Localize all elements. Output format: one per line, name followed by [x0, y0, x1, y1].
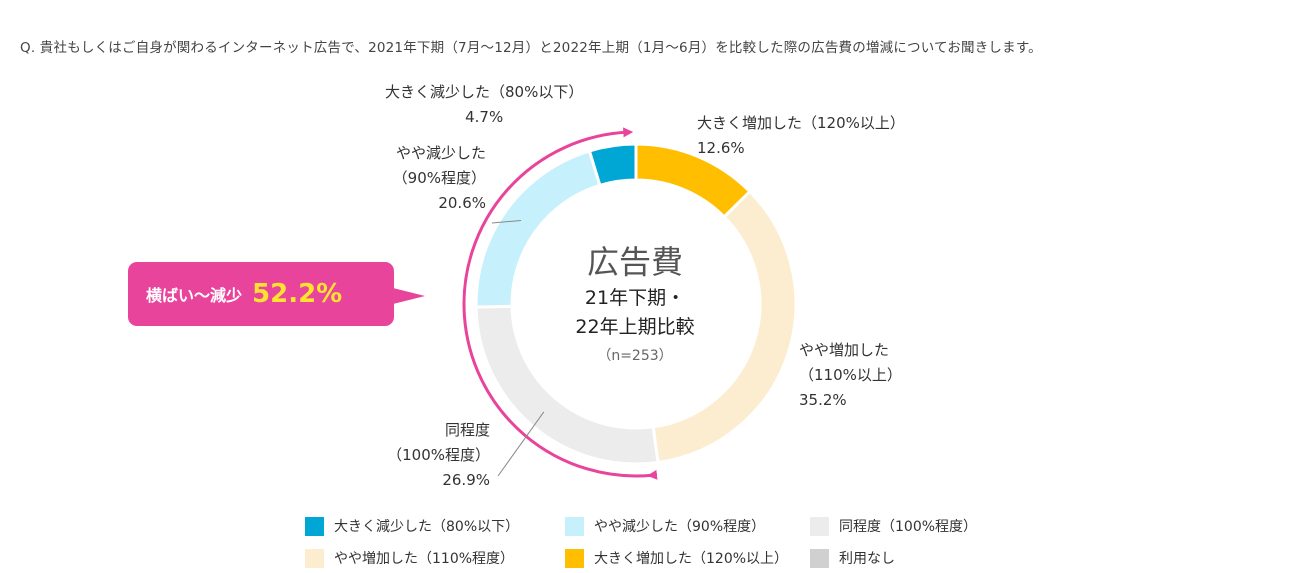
legend-item: やや増加した（110%程度） [305, 548, 514, 568]
slice-label-line: 同程度 [444, 421, 490, 439]
legend-swatch [565, 548, 584, 568]
callout-text: 横ばい～減少 [146, 286, 243, 305]
legend-swatch [305, 548, 324, 568]
slice-label-line: （100%程度） [387, 446, 490, 464]
callout-value: 52.2% [252, 279, 343, 309]
slice-label-slight-decrease: やや減少した （90%程度） 20.6% [380, 141, 486, 216]
legend-item: 同程度（100%程度） [810, 516, 977, 536]
slice-value: 35.2% [799, 391, 847, 409]
legend-label: 大きく減少した（80%以下） [334, 519, 520, 535]
slice-label-slight-increase: やや増加した （110%以上） 35.2% [799, 338, 902, 413]
donut-center-label: 広告費 21年下期・ 22年上期比較 （n=253） [535, 240, 735, 368]
slice-value: 12.6% [697, 139, 745, 157]
legend-label: やや減少した（90%程度） [594, 519, 766, 535]
slice-value: 20.6% [438, 194, 486, 212]
legend-swatch [305, 516, 324, 536]
question-text: Q. 貴社もしくはご自身が関わるインターネット広告で、2021年下期（7月～12… [20, 40, 1042, 56]
slice-value: 4.7% [465, 108, 504, 126]
slice-label-same: 同程度 （100%程度） 26.9% [378, 418, 490, 493]
legend-swatch [810, 516, 829, 536]
legend-item: 大きく増加した（120%以上） [565, 548, 788, 568]
chart-subtitle-line: 22年上期比較 [575, 316, 695, 338]
chart-title: 広告費 [586, 243, 683, 281]
slice-label-large-increase: 大きく増加した（120%以上） 12.6% [697, 111, 905, 161]
decrease-total-callout: 横ばい～減少 52.2% [128, 262, 394, 326]
slice-label-line: 大きく増加した（120%以上） [697, 114, 905, 132]
legend-label: 大きく増加した（120%以上） [594, 551, 789, 567]
sample-size: （n=253） [597, 348, 673, 364]
slice-label-large-decrease: 大きく減少した（80%以下） 4.7% [385, 80, 583, 130]
legend-item: 大きく減少した（80%以下） [305, 516, 519, 536]
leader-line-same [497, 411, 545, 477]
slice-label-line: やや減少した [395, 144, 486, 162]
legend-item: 利用なし [810, 548, 895, 568]
legend-label: やや増加した（110%程度） [334, 551, 515, 567]
slice-label-line: （110%以上） [799, 366, 902, 384]
callout-pointer [393, 288, 425, 304]
legend-swatch [810, 548, 829, 568]
legend-label: 利用なし [839, 551, 895, 567]
legend-swatch [565, 516, 584, 536]
slice-label-line: やや増加した [799, 341, 890, 359]
chart-subtitle-line: 21年下期・ [584, 287, 686, 309]
slice-label-line: （90%程度） [392, 169, 486, 187]
legend-item: やや減少した（90%程度） [565, 516, 765, 536]
leader-line-slight-decrease [491, 220, 522, 224]
slice-label-line: 大きく減少した（80%以下） [385, 83, 584, 101]
legend-label: 同程度（100%程度） [839, 519, 978, 535]
slice-value: 26.9% [442, 471, 490, 489]
decrease-bracket-arrow [462, 127, 658, 480]
